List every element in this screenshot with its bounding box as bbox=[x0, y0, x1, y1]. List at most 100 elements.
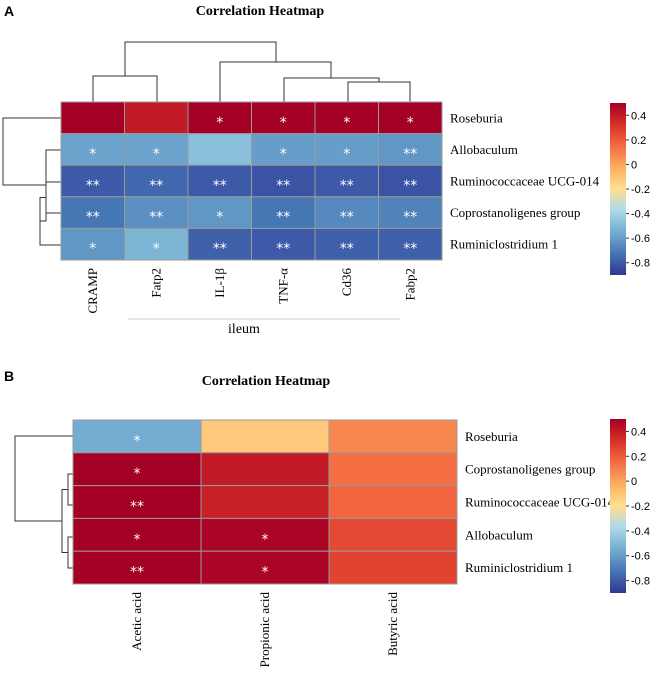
significance-mark: ** bbox=[276, 241, 290, 257]
heatmap-cell bbox=[187, 133, 252, 166]
panel-b-row-labels: Roseburia Coprostanoligenes group Ruminoco… bbox=[465, 429, 615, 575]
colorbar-tick-label: -0.4 bbox=[631, 209, 650, 221]
panel-b-colorbar: 0.4 0.2 0 -0.2 -0.4 -0.6 -0.8 bbox=[610, 419, 650, 593]
heatmap-cell bbox=[314, 227, 379, 261]
row-dend-mid bbox=[61, 489, 68, 553]
row-label: Ruminococcaceae UCG-014 bbox=[465, 495, 615, 510]
panel-b-row-dendrogram bbox=[14, 435, 73, 569]
heatmap-cell bbox=[314, 101, 379, 135]
significance-mark: ** bbox=[340, 178, 354, 194]
heatmap-cell bbox=[60, 227, 125, 261]
heatmap-cell bbox=[60, 196, 125, 229]
significance-mark: ** bbox=[403, 241, 417, 257]
row-dend-root bbox=[2, 117, 61, 186]
row-label: Roseburia bbox=[465, 429, 518, 444]
column-label: Fabp2 bbox=[402, 268, 417, 301]
row-dend-root-b bbox=[14, 435, 73, 522]
significance-mark: ** bbox=[276, 210, 290, 226]
colorbar-tick-label: 0 bbox=[631, 159, 637, 171]
panel-a-xlabel: ileum bbox=[228, 322, 260, 337]
significance-mark: * bbox=[262, 565, 269, 581]
column-label: TNF-α bbox=[275, 268, 290, 304]
panel-a-row-dendrogram bbox=[2, 117, 61, 246]
row-label: Ruminiclostridium 1 bbox=[450, 237, 558, 252]
heatmap-cell bbox=[378, 196, 443, 229]
column-label: IL-1β bbox=[212, 268, 227, 298]
significance-mark: * bbox=[89, 146, 96, 162]
column-label: CRAMP bbox=[85, 268, 100, 314]
colorbar-tick-label: 0.4 bbox=[631, 426, 646, 438]
colorbar-bar bbox=[610, 419, 626, 593]
significance-mark: ** bbox=[86, 178, 100, 194]
row-label: Ruminococcaceae UCG-014 bbox=[450, 174, 600, 189]
row-label: Coprostanoligenes group bbox=[465, 462, 595, 477]
heatmap-cell bbox=[328, 485, 458, 519]
significance-mark: * bbox=[280, 146, 287, 162]
significance-mark: * bbox=[343, 146, 350, 162]
colorbar-tick-label: -0.6 bbox=[631, 551, 650, 563]
significance-mark: * bbox=[153, 241, 160, 257]
panel-b-title: Correlation Heatmap bbox=[202, 374, 331, 389]
heatmap-cell bbox=[187, 196, 252, 229]
colorbar-tick-label: 0.2 bbox=[631, 451, 646, 463]
heatmap-cell bbox=[314, 164, 379, 198]
row-dend-allo-rumcl bbox=[67, 536, 73, 569]
panel-b: B Correlation Heatmap ***** *** * Roseburi… bbox=[4, 368, 650, 667]
panel-label-b: B bbox=[4, 368, 14, 384]
panel-a: A Correlation Heatmap * * * ** * * * **** ** ** **… bbox=[2, 3, 650, 337]
significance-mark: ** bbox=[340, 210, 354, 226]
heatmap-cell bbox=[251, 101, 316, 135]
significance-mark: ** bbox=[403, 210, 417, 226]
row-dend-rum-cop bbox=[45, 181, 61, 214]
heatmap-cell bbox=[378, 227, 443, 261]
significance-mark: * bbox=[262, 532, 269, 548]
significance-mark: ** bbox=[403, 178, 417, 194]
column-label: Cd36 bbox=[339, 268, 354, 297]
row-label: Ruminiclostridium 1 bbox=[465, 560, 573, 575]
heatmap-cell bbox=[200, 452, 330, 487]
heatmap-cell bbox=[200, 419, 330, 454]
column-label: Propionic acid bbox=[257, 592, 272, 668]
heatmap-cell bbox=[314, 133, 379, 166]
heatmap-cell bbox=[72, 550, 202, 585]
panel-a-column-labels: CRAMP Fatp2 IL-1β TNF-α Cd36 Fabp2 bbox=[85, 268, 418, 314]
panel-a-colorbar: 0.4 0.2 0 -0.2 -0.4 -0.6 -0.8 bbox=[610, 103, 650, 275]
heatmap-cell bbox=[187, 101, 252, 135]
colorbar-tick-label: -0.8 bbox=[631, 258, 650, 270]
significance-mark: * bbox=[343, 115, 350, 131]
significance-mark: ** bbox=[149, 178, 163, 194]
colorbar-bar bbox=[610, 103, 626, 275]
heatmap-cell bbox=[60, 101, 125, 135]
significance-mark: * bbox=[153, 146, 160, 162]
panel-a-heatmap: * * * ** * * * **** ** ** ** ** **** ** * ** ** *** * ** ** *… bbox=[60, 101, 443, 261]
heatmap-cell bbox=[328, 517, 458, 552]
colorbar-tick-label: 0.2 bbox=[631, 135, 646, 147]
significance-mark: * bbox=[134, 466, 141, 482]
significance-mark: ** bbox=[149, 210, 163, 226]
significance-mark: * bbox=[134, 532, 141, 548]
col-dend-cd36-fabp2 bbox=[347, 81, 411, 102]
colorbar-tick-label: 0 bbox=[631, 476, 637, 488]
significance-mark: * bbox=[216, 210, 223, 226]
significance-mark: ** bbox=[276, 178, 290, 194]
column-label: Butyric acid bbox=[385, 592, 400, 656]
colorbar-tick-label: -0.6 bbox=[631, 233, 650, 245]
heatmap-cell bbox=[60, 164, 125, 198]
significance-mark: ** bbox=[403, 146, 417, 162]
significance-mark: * bbox=[407, 115, 414, 131]
significance-mark: * bbox=[280, 115, 287, 131]
heatmap-cell bbox=[124, 227, 189, 261]
heatmap-cell bbox=[187, 227, 252, 261]
panel-label-a: A bbox=[4, 3, 14, 19]
col-dend-il1b bbox=[219, 61, 332, 102]
significance-mark: * bbox=[216, 115, 223, 131]
heatmap-cell bbox=[200, 485, 330, 519]
heatmap-cell bbox=[200, 550, 330, 585]
column-label: Fatp2 bbox=[148, 268, 163, 298]
heatmap-cell bbox=[328, 419, 458, 454]
colorbar-tick-label: -0.2 bbox=[631, 184, 650, 196]
row-label: Coprostanoligenes group bbox=[450, 205, 580, 220]
panel-a-column-dendrogram bbox=[92, 41, 411, 102]
colorbar-tick-label: -0.8 bbox=[631, 576, 650, 588]
